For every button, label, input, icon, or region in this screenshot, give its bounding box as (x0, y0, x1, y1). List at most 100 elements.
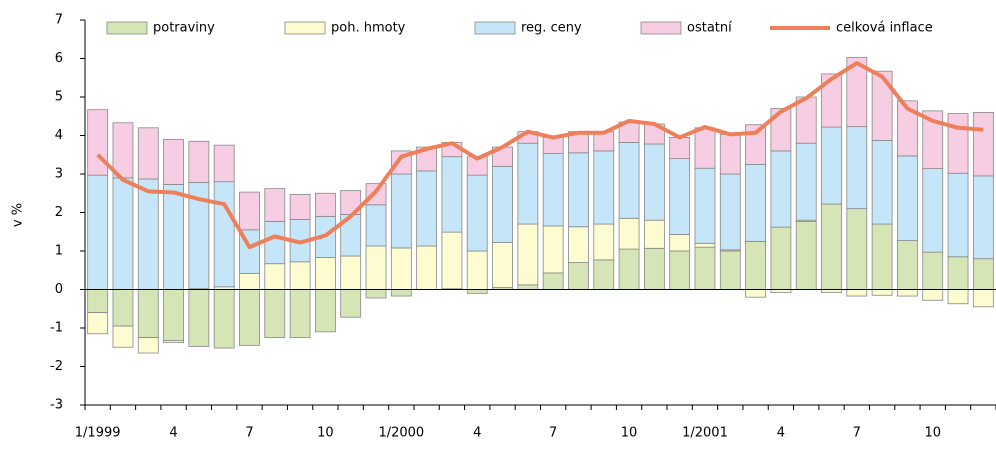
x-tick-label: 10 (621, 426, 638, 441)
bar-segment (972, 258, 994, 290)
bar-segment (441, 156, 463, 233)
bar-segment (821, 73, 842, 128)
y-tick-label: -3 (50, 398, 63, 413)
bar-segment (466, 289, 488, 294)
bar-segment (846, 56, 868, 128)
bar-segment (770, 108, 792, 152)
bar-segment (897, 155, 918, 242)
bar-segment (390, 173, 412, 249)
bar-segment (441, 231, 463, 290)
bar-segment (289, 289, 311, 339)
bar-segment (669, 234, 691, 252)
bar-segment (643, 219, 665, 249)
bar-segment (897, 289, 918, 297)
bar-segment (719, 173, 741, 251)
bar-segment (846, 208, 868, 290)
y-tick-label: 4 (55, 128, 63, 143)
bar-segment (365, 289, 387, 299)
bar-segment (745, 240, 766, 290)
bar-segment (871, 289, 893, 296)
bar-segment (137, 127, 159, 180)
x-tick-label: 1/2001 (682, 426, 728, 441)
bar-segment (972, 112, 994, 177)
bar-segment (795, 142, 817, 221)
bar-segment (137, 289, 159, 339)
bar-segment (618, 217, 640, 250)
bar-segment (719, 133, 741, 175)
legend-label: ostatní (687, 21, 732, 36)
bar-segment (669, 137, 691, 160)
y-tick-label: 3 (55, 167, 63, 182)
legend-label: potraviny (153, 21, 215, 36)
legend-swatch (474, 21, 516, 35)
x-tick-label: 10 (317, 426, 334, 441)
bar-segment (517, 223, 539, 286)
bar-segment (593, 223, 615, 261)
bar-segment (112, 289, 134, 327)
bar-segment (365, 204, 387, 247)
bar-segment (897, 100, 918, 157)
bar-segment (517, 284, 539, 290)
bar-segment (871, 140, 893, 225)
bar-segment (669, 158, 691, 235)
bar-segment (922, 110, 944, 170)
bar-segment (87, 109, 109, 176)
bar-segment (694, 246, 716, 290)
bar-segment (87, 289, 109, 314)
x-tick-label: 7 (549, 426, 557, 441)
legend-label: celková inflace (836, 21, 933, 36)
bar-segment (795, 220, 817, 290)
bar-segment (770, 226, 792, 290)
bar-segment (264, 220, 286, 265)
bar-segment (922, 289, 944, 301)
bar-segment (289, 261, 311, 290)
bar-segment (239, 272, 260, 290)
bar-segment (593, 150, 615, 225)
line-series (96, 61, 984, 250)
y-tick-label: 6 (55, 51, 63, 66)
bar-segment (492, 165, 513, 243)
x-tick-label: 1/2000 (378, 426, 424, 441)
y-tick-label: -2 (50, 359, 63, 374)
bar-segment (871, 223, 893, 290)
bar-segment (669, 250, 691, 290)
bar-segment (719, 250, 741, 290)
bar-segment (846, 289, 868, 297)
bar-segment (213, 181, 235, 288)
bar-segment (821, 126, 842, 205)
bar-segment (239, 289, 260, 346)
bar-segment (365, 245, 387, 290)
bar-segment (618, 248, 640, 290)
bar-segment (213, 144, 235, 183)
bar-segment (947, 289, 969, 305)
bar-segment (466, 174, 488, 252)
bar-segment (137, 337, 159, 354)
x-tick-label: 4 (169, 426, 177, 441)
bar-segment (568, 262, 589, 290)
y-axis-label: v % (11, 203, 26, 227)
bar-segment (315, 192, 336, 217)
bar-segment (972, 175, 994, 260)
bar-segment (315, 289, 336, 333)
bar-segment (871, 70, 893, 141)
legend-swatch (640, 21, 682, 35)
x-tick-label: 1/1999 (75, 426, 121, 441)
y-tick-label: 5 (55, 90, 63, 105)
bar-segment (163, 340, 184, 344)
bar-segment (568, 152, 589, 228)
y-tick-label: -1 (50, 321, 63, 336)
bar-segment (517, 142, 539, 225)
legend-swatch (284, 21, 326, 35)
bar-segment (922, 251, 944, 290)
x-tick-label: 7 (853, 426, 861, 441)
bar-segment (947, 256, 969, 290)
bar-segment (87, 174, 109, 290)
x-tick-label: 4 (473, 426, 481, 441)
bar-segment (542, 137, 564, 154)
bar-segment (947, 113, 969, 174)
legend-label: poh. hmoty (331, 21, 406, 36)
x-tick-label: 4 (777, 426, 785, 441)
bar-segment (542, 272, 564, 290)
bar-segment (492, 242, 513, 288)
bar-segment (593, 259, 615, 290)
